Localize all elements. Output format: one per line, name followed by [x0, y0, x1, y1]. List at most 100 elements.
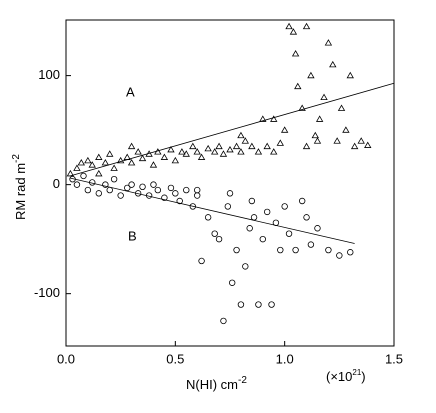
annotation: B: [128, 228, 137, 243]
triangle-point: [285, 22, 293, 30]
circle-point: [95, 190, 102, 197]
fit-line: [70, 82, 395, 177]
triangle-point: [298, 104, 306, 111]
circle-point: [226, 190, 234, 197]
y-tick-label: -100: [34, 285, 60, 300]
circle-point: [303, 214, 310, 221]
circle-point: [233, 246, 240, 254]
triangle-point: [106, 150, 114, 157]
triangle-point: [149, 161, 158, 168]
circle-point: [298, 197, 306, 205]
triangle-point: [291, 49, 300, 57]
circle-point: [145, 192, 153, 199]
x-tick-label: 1.5: [385, 351, 403, 366]
triangle-point: [232, 142, 241, 150]
plot-frame: [65, 19, 395, 347]
circle-point: [347, 249, 354, 256]
triangle-point: [311, 131, 319, 139]
triangle-point: [154, 148, 162, 155]
circle-point: [314, 225, 321, 232]
circle-point: [128, 181, 135, 188]
triangle-point: [254, 148, 263, 155]
triangle-point: [182, 150, 190, 157]
triangle-point: [226, 145, 234, 153]
triangle-point: [315, 115, 324, 122]
circle-point: [139, 183, 146, 191]
x-tick-label: 0.0: [57, 351, 75, 366]
triangle-point: [101, 159, 110, 166]
annotation: A: [126, 84, 135, 99]
circle-point: [272, 219, 280, 226]
triangle-point: [270, 148, 278, 155]
circle-point: [263, 208, 271, 216]
circle-point: [167, 184, 175, 192]
circle-point: [172, 190, 179, 197]
triangle-point: [138, 154, 147, 162]
triangle-point: [73, 164, 81, 171]
circle-point: [281, 203, 288, 210]
circle-point: [246, 225, 253, 232]
triangle-point: [84, 156, 92, 164]
triangle-point: [219, 150, 228, 157]
circle-point: [193, 186, 201, 194]
triangle-point: [215, 142, 223, 150]
y-tick-label: 100: [38, 67, 60, 82]
triangle-point: [302, 142, 311, 150]
circle-point: [134, 190, 142, 197]
circle-point: [102, 181, 109, 188]
triangle-point: [270, 115, 278, 122]
circle-point: [277, 246, 284, 254]
circle-point: [220, 317, 227, 325]
triangle-point: [95, 153, 103, 160]
circle-point: [268, 301, 275, 308]
circle-point: [69, 175, 76, 183]
circle-point: [80, 172, 87, 180]
triangle-point: [88, 161, 96, 168]
triangle-point: [95, 169, 103, 177]
triangle-point: [167, 145, 175, 153]
triangle-point: [77, 159, 85, 166]
circle-point: [307, 241, 315, 248]
circle-point: [150, 181, 157, 188]
triangle-point: [276, 139, 284, 146]
circle-point: [248, 197, 256, 205]
triangle-point: [66, 169, 75, 177]
triangle-point: [329, 60, 337, 68]
triangle-point: [204, 144, 212, 152]
triangle-point: [350, 142, 359, 150]
triangle-point: [193, 148, 201, 155]
triangle-point: [127, 159, 136, 166]
triangle-point: [134, 148, 142, 155]
triangle-point: [237, 148, 245, 155]
circle-point: [259, 235, 266, 243]
triangle-point: [110, 164, 118, 171]
circle-point: [255, 301, 262, 308]
triangle-point: [320, 93, 328, 101]
circle-point: [106, 186, 113, 194]
circle-point: [336, 252, 343, 259]
triangle-point: [178, 148, 186, 155]
y-tick-label: 0: [53, 176, 60, 191]
circle-point: [189, 203, 197, 210]
circle-point: [110, 175, 118, 183]
triangle-point: [324, 39, 333, 46]
triangle-point: [116, 156, 125, 164]
triangle-point: [313, 137, 322, 144]
circle-point: [193, 192, 201, 199]
triangle-point: [302, 22, 311, 30]
circle-point: [117, 192, 124, 199]
circle-point: [89, 179, 96, 186]
x-axis-label: N(HI) cm-2: [186, 375, 247, 393]
circle-point: [224, 203, 232, 210]
triangle-point: [280, 126, 289, 133]
circle-point: [237, 301, 245, 308]
triangle-point: [259, 115, 267, 122]
x-tick-label: 0.5: [166, 351, 184, 366]
circle-point: [215, 235, 223, 243]
circle-point: [325, 246, 332, 254]
x-multiplier: (×1021): [326, 368, 366, 384]
circle-point: [124, 184, 131, 192]
circle-point: [250, 214, 258, 221]
triangle-point: [307, 71, 315, 79]
